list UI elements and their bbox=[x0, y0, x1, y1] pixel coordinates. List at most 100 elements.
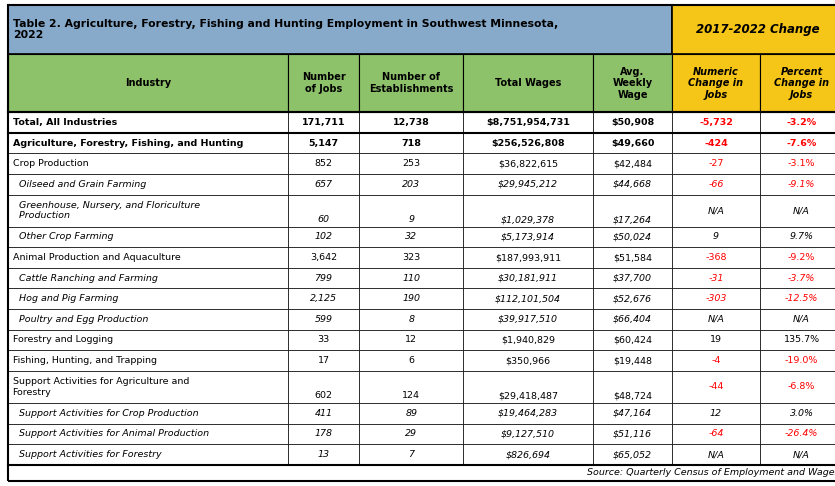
Bar bbox=[760, 444, 835, 465]
Bar bbox=[760, 54, 835, 112]
Bar bbox=[359, 268, 463, 289]
Bar bbox=[8, 247, 288, 268]
Text: 17: 17 bbox=[317, 356, 330, 365]
Text: -27: -27 bbox=[708, 159, 724, 168]
Text: Total Wages: Total Wages bbox=[495, 78, 561, 88]
Bar bbox=[463, 194, 593, 226]
Bar bbox=[359, 226, 463, 247]
Bar bbox=[463, 54, 593, 112]
Bar bbox=[8, 465, 835, 481]
Text: -7.6%: -7.6% bbox=[787, 139, 817, 148]
Bar bbox=[672, 371, 760, 403]
Text: $66,404: $66,404 bbox=[613, 315, 652, 324]
Text: Table 2. Agriculture, Forestry, Fishing and Hunting Employment in Southwest Minn: Table 2. Agriculture, Forestry, Fishing … bbox=[13, 19, 559, 40]
Text: Source: Quarterly Census of Employment and Wages: Source: Quarterly Census of Employment a… bbox=[586, 469, 835, 477]
Bar bbox=[288, 247, 359, 268]
Bar bbox=[593, 309, 672, 330]
Bar bbox=[288, 309, 359, 330]
Text: 33: 33 bbox=[317, 335, 330, 345]
Bar bbox=[463, 424, 593, 444]
Bar bbox=[8, 5, 672, 54]
Bar bbox=[463, 226, 593, 247]
Bar bbox=[593, 289, 672, 309]
Text: $49,660: $49,660 bbox=[611, 139, 654, 148]
Bar bbox=[672, 153, 760, 174]
Bar bbox=[288, 54, 359, 112]
Bar bbox=[359, 309, 463, 330]
Bar bbox=[8, 350, 288, 371]
Bar bbox=[672, 54, 760, 112]
Text: -424: -424 bbox=[704, 139, 728, 148]
Bar bbox=[760, 371, 835, 403]
Bar bbox=[8, 403, 288, 424]
Text: Support Activities for Forestry: Support Activities for Forestry bbox=[13, 450, 161, 459]
Text: $44,668: $44,668 bbox=[613, 180, 652, 189]
Text: 135.7%: 135.7% bbox=[783, 335, 820, 345]
Text: Avg.
Weekly
Wage: Avg. Weekly Wage bbox=[612, 67, 653, 100]
Text: 7: 7 bbox=[408, 450, 414, 459]
Text: 110: 110 bbox=[402, 274, 420, 283]
Bar bbox=[593, 403, 672, 424]
Bar bbox=[359, 289, 463, 309]
Text: 9.7%: 9.7% bbox=[790, 232, 813, 242]
Text: 411: 411 bbox=[315, 409, 332, 418]
Text: Greenhouse, Nursery, and Floriculture
  Production: Greenhouse, Nursery, and Floriculture Pr… bbox=[13, 201, 200, 220]
Bar bbox=[359, 371, 463, 403]
Text: -26.4%: -26.4% bbox=[785, 430, 818, 438]
Bar bbox=[672, 403, 760, 424]
Text: 9: 9 bbox=[713, 232, 719, 242]
Text: $1,029,378: $1,029,378 bbox=[501, 215, 555, 224]
Bar bbox=[359, 424, 463, 444]
Bar bbox=[593, 153, 672, 174]
Text: $1,940,829: $1,940,829 bbox=[501, 335, 555, 345]
Text: 602: 602 bbox=[315, 391, 332, 400]
Text: Support Activities for Agriculture and
Forestry: Support Activities for Agriculture and F… bbox=[13, 377, 189, 397]
Text: $36,822,615: $36,822,615 bbox=[498, 159, 559, 168]
Bar bbox=[359, 112, 463, 133]
Text: -12.5%: -12.5% bbox=[785, 295, 818, 303]
Text: Fishing, Hunting, and Trapping: Fishing, Hunting, and Trapping bbox=[13, 356, 156, 365]
Bar bbox=[8, 226, 288, 247]
Bar bbox=[359, 403, 463, 424]
Text: Animal Production and Aquaculture: Animal Production and Aquaculture bbox=[13, 253, 180, 262]
Text: Numeric
Change in
Jobs: Numeric Change in Jobs bbox=[688, 67, 744, 100]
Text: Poultry and Egg Production: Poultry and Egg Production bbox=[13, 315, 148, 324]
Bar bbox=[288, 350, 359, 371]
Text: 852: 852 bbox=[315, 159, 332, 168]
Bar bbox=[8, 289, 288, 309]
Bar bbox=[672, 247, 760, 268]
Text: 32: 32 bbox=[405, 232, 418, 242]
Bar bbox=[288, 424, 359, 444]
Bar bbox=[672, 268, 760, 289]
Text: $30,181,911: $30,181,911 bbox=[498, 274, 558, 283]
Bar bbox=[672, 289, 760, 309]
Bar bbox=[760, 403, 835, 424]
Bar bbox=[359, 194, 463, 226]
Bar bbox=[8, 309, 288, 330]
Bar bbox=[593, 226, 672, 247]
Bar bbox=[672, 174, 760, 194]
Bar bbox=[8, 54, 288, 112]
Text: N/A: N/A bbox=[707, 315, 725, 324]
Bar bbox=[760, 194, 835, 226]
Text: 5,147: 5,147 bbox=[308, 139, 339, 148]
Text: $65,052: $65,052 bbox=[613, 450, 652, 459]
Bar bbox=[463, 330, 593, 350]
Text: 19: 19 bbox=[710, 335, 722, 345]
Bar bbox=[359, 54, 463, 112]
Text: 102: 102 bbox=[315, 232, 332, 242]
Bar bbox=[288, 330, 359, 350]
Bar bbox=[288, 444, 359, 465]
Bar bbox=[593, 424, 672, 444]
Text: 2017-2022 Change: 2017-2022 Change bbox=[696, 23, 820, 36]
Text: 9: 9 bbox=[408, 215, 414, 224]
Bar bbox=[760, 226, 835, 247]
Bar bbox=[463, 153, 593, 174]
Bar bbox=[760, 112, 835, 133]
Text: -31: -31 bbox=[708, 274, 724, 283]
Bar bbox=[463, 289, 593, 309]
Text: $39,917,510: $39,917,510 bbox=[498, 315, 558, 324]
Text: 171,711: 171,711 bbox=[301, 118, 346, 127]
Text: $17,264: $17,264 bbox=[613, 215, 652, 224]
Text: 124: 124 bbox=[402, 391, 420, 400]
